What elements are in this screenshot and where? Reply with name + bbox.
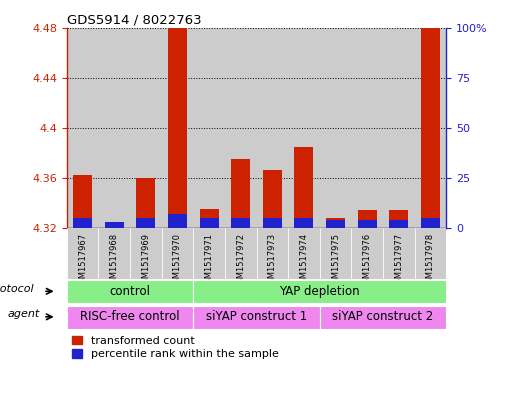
Text: GSM1517975: GSM1517975 bbox=[331, 233, 340, 289]
Bar bbox=[294, 147, 313, 228]
Bar bbox=[326, 220, 345, 228]
Bar bbox=[383, 28, 415, 228]
Text: GSM1517976: GSM1517976 bbox=[363, 233, 372, 289]
Bar bbox=[326, 218, 345, 228]
Bar bbox=[67, 228, 98, 279]
Bar bbox=[168, 28, 187, 228]
Bar bbox=[67, 306, 193, 329]
Bar bbox=[73, 175, 92, 228]
Bar bbox=[200, 218, 219, 228]
Text: GSM1517978: GSM1517978 bbox=[426, 233, 435, 289]
Bar bbox=[358, 210, 377, 228]
Bar bbox=[263, 170, 282, 228]
Text: GSM1517974: GSM1517974 bbox=[300, 233, 308, 289]
Bar bbox=[136, 218, 155, 228]
Bar bbox=[225, 28, 256, 228]
Bar bbox=[67, 280, 193, 303]
Bar bbox=[193, 28, 225, 228]
Bar bbox=[421, 28, 440, 228]
Bar bbox=[231, 159, 250, 228]
Bar bbox=[415, 228, 446, 279]
Bar bbox=[389, 210, 408, 228]
Bar bbox=[168, 214, 187, 228]
Bar bbox=[130, 228, 162, 279]
Bar bbox=[225, 228, 256, 279]
Text: GSM1517967: GSM1517967 bbox=[78, 233, 87, 289]
Bar bbox=[351, 28, 383, 228]
Text: control: control bbox=[109, 285, 150, 298]
Bar bbox=[67, 28, 98, 228]
Bar bbox=[162, 28, 193, 228]
Bar bbox=[320, 28, 351, 228]
Text: RISC-free control: RISC-free control bbox=[80, 310, 180, 323]
Text: GSM1517972: GSM1517972 bbox=[236, 233, 245, 289]
Text: GSM1517977: GSM1517977 bbox=[394, 233, 403, 289]
Bar bbox=[256, 228, 288, 279]
Text: YAP depletion: YAP depletion bbox=[280, 285, 360, 298]
Bar bbox=[193, 306, 320, 329]
Bar bbox=[162, 228, 193, 279]
Text: GSM1517968: GSM1517968 bbox=[110, 233, 119, 289]
Bar bbox=[383, 228, 415, 279]
Text: siYAP construct 1: siYAP construct 1 bbox=[206, 310, 307, 323]
Bar bbox=[105, 226, 124, 228]
Bar bbox=[105, 222, 124, 228]
Bar bbox=[193, 280, 446, 303]
Bar bbox=[288, 228, 320, 279]
Bar bbox=[136, 178, 155, 228]
Bar bbox=[358, 220, 377, 228]
Text: GSM1517970: GSM1517970 bbox=[173, 233, 182, 289]
Bar bbox=[415, 28, 446, 228]
Bar bbox=[320, 306, 446, 329]
Bar bbox=[130, 28, 162, 228]
Bar bbox=[389, 220, 408, 228]
Bar bbox=[200, 209, 219, 228]
Bar bbox=[231, 218, 250, 228]
Legend: transformed count, percentile rank within the sample: transformed count, percentile rank withi… bbox=[72, 336, 279, 359]
Bar bbox=[351, 228, 383, 279]
Text: GSM1517973: GSM1517973 bbox=[268, 233, 277, 289]
Bar bbox=[288, 28, 320, 228]
Text: GSM1517971: GSM1517971 bbox=[205, 233, 213, 289]
Text: agent: agent bbox=[8, 309, 40, 319]
Bar bbox=[294, 218, 313, 228]
Text: siYAP construct 2: siYAP construct 2 bbox=[332, 310, 433, 323]
Bar bbox=[98, 228, 130, 279]
Text: GDS5914 / 8022763: GDS5914 / 8022763 bbox=[67, 13, 201, 26]
Bar bbox=[421, 218, 440, 228]
Bar bbox=[193, 228, 225, 279]
Bar bbox=[256, 28, 288, 228]
Bar bbox=[320, 228, 351, 279]
Bar bbox=[263, 218, 282, 228]
Bar bbox=[73, 218, 92, 228]
Text: protocol: protocol bbox=[0, 284, 34, 294]
Bar bbox=[98, 28, 130, 228]
Text: GSM1517969: GSM1517969 bbox=[141, 233, 150, 289]
